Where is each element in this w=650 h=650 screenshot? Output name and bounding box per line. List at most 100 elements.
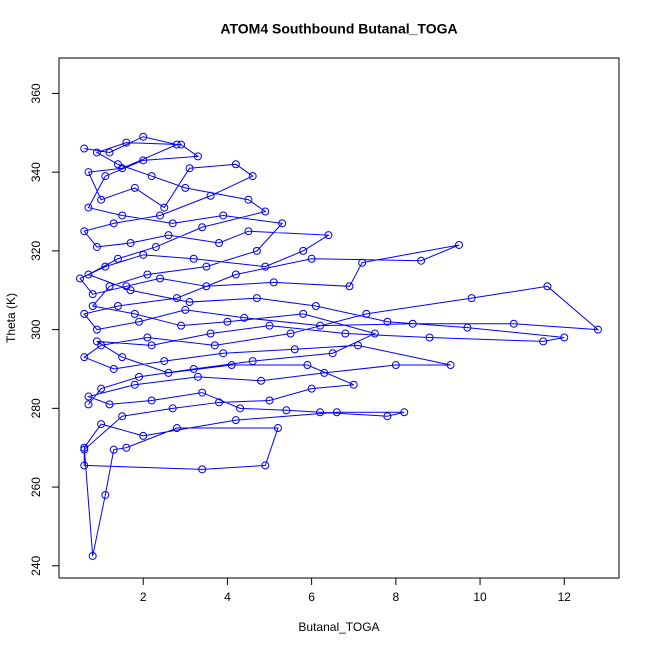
data-point	[97, 420, 106, 429]
data-point	[349, 380, 358, 389]
data-point	[105, 282, 114, 291]
data-point	[118, 164, 127, 173]
data-point	[92, 242, 101, 251]
data-point	[240, 313, 249, 322]
y-tick-label: 240	[29, 555, 43, 575]
data-point	[286, 329, 295, 338]
data-point	[101, 172, 110, 181]
data-point	[408, 319, 417, 328]
data-point	[97, 195, 106, 204]
data-point	[455, 240, 463, 249]
data-point	[84, 270, 93, 279]
y-tick-label: 260	[29, 477, 43, 497]
data-point	[80, 309, 89, 318]
data-point	[345, 282, 354, 291]
data-point	[109, 364, 118, 373]
data-point	[135, 317, 143, 326]
data-point	[113, 160, 122, 169]
data-point	[135, 372, 143, 381]
data-point	[80, 461, 89, 470]
data-point	[172, 294, 181, 303]
series-line	[79, 136, 600, 557]
data-point	[122, 443, 131, 452]
data-point	[122, 138, 131, 147]
data-point	[273, 424, 282, 433]
data-point	[88, 301, 97, 310]
data-point	[97, 384, 106, 393]
data-point	[109, 219, 118, 228]
data-point	[202, 262, 211, 271]
y-tick-label: 320	[29, 241, 43, 261]
x-tick-label: 4	[224, 590, 231, 604]
data-point	[168, 219, 177, 228]
x-tick-label: 2	[140, 590, 147, 604]
data-point	[202, 282, 211, 291]
data-point	[156, 211, 165, 220]
data-point	[130, 309, 139, 318]
data-point	[172, 424, 181, 433]
x-tick-label: 12	[558, 590, 572, 604]
data-point	[193, 152, 202, 161]
data-point	[252, 246, 261, 255]
data-point	[210, 341, 219, 350]
data-point	[168, 404, 177, 413]
data-point	[139, 132, 148, 141]
data-point	[215, 239, 223, 248]
data-point	[223, 317, 232, 326]
data-point	[147, 396, 156, 405]
x-tick-label: 10	[473, 590, 487, 604]
data-point	[130, 380, 139, 389]
data-point	[126, 239, 135, 248]
data-point	[341, 329, 350, 338]
data-point	[139, 250, 148, 259]
data-point	[219, 211, 228, 220]
data-point	[126, 286, 135, 295]
data-point	[299, 309, 308, 318]
data-point	[244, 195, 253, 204]
data-point	[181, 305, 190, 314]
data-point	[282, 406, 291, 415]
data-point	[147, 172, 156, 181]
data-point	[118, 211, 127, 220]
plot-frame	[58, 57, 620, 579]
data-point	[391, 361, 400, 370]
data-point	[80, 227, 89, 236]
data-point	[248, 357, 257, 366]
data-point	[198, 388, 207, 397]
data-point	[84, 392, 93, 401]
data-point	[206, 191, 215, 200]
data-point	[467, 294, 476, 303]
data-point	[164, 231, 173, 240]
data-point	[290, 345, 299, 354]
data-point	[252, 294, 261, 303]
data-point	[88, 551, 97, 560]
data-point	[206, 329, 215, 338]
data-point	[189, 254, 198, 263]
data-point	[92, 148, 101, 157]
data-point	[316, 408, 325, 417]
data-point	[105, 400, 114, 409]
data-point	[143, 270, 152, 279]
data-point	[248, 172, 257, 181]
data-point	[332, 408, 341, 417]
data-point	[358, 258, 367, 267]
x-tick-label: 6	[308, 590, 315, 604]
data-point	[543, 282, 552, 291]
data-point	[261, 262, 270, 271]
data-point	[118, 353, 127, 362]
data-point	[139, 431, 148, 440]
x-axis-label: Butanal_TOGA	[298, 620, 379, 634]
data-point	[113, 301, 122, 310]
data-point	[193, 372, 202, 381]
data-point	[328, 349, 337, 358]
data-point	[88, 290, 97, 299]
data-point	[97, 341, 106, 350]
data-point	[463, 323, 472, 332]
data-point	[261, 461, 270, 470]
data-point	[299, 246, 308, 255]
data-point	[303, 361, 312, 370]
data-point	[185, 164, 194, 173]
data-point	[307, 384, 316, 393]
data-point	[113, 254, 122, 263]
